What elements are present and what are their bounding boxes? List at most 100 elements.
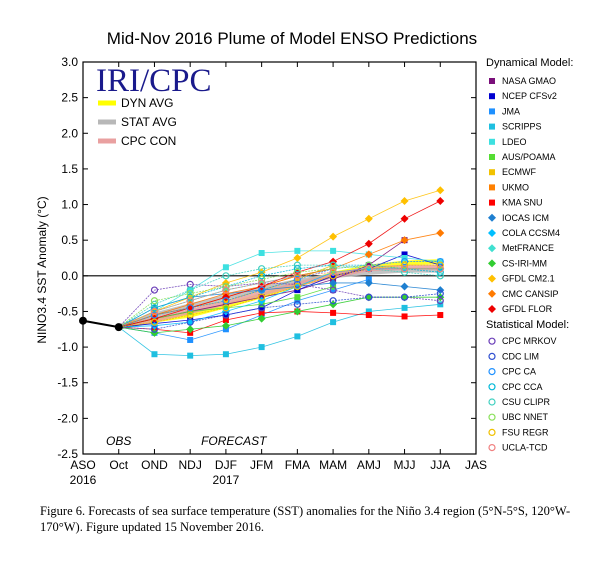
data-point-csu-clipr	[186, 286, 194, 294]
legend-label-cpc-ca: CPC CA	[502, 367, 536, 377]
data-point-iocas-icm	[364, 278, 373, 287]
y-tick-label: -1.5	[57, 376, 78, 390]
legend-label-ncep-cfsv2: NCEP CFSv2	[502, 91, 557, 101]
data-point-cpc-cca	[186, 293, 194, 301]
y-tick-label: 1.0	[61, 198, 78, 212]
data-point-cpc-cca	[293, 265, 301, 273]
axes: 3.0 2.5 2.0 1.5 1.0 0.5 0.0 -0.5 -1.0 -1.5 -2.0 -2.…	[57, 55, 487, 487]
legend-label-cpc-mrkov: CPC MRKOV	[502, 336, 557, 346]
data-point-ucla-tcd	[365, 265, 373, 273]
legend-marker-gfdl-flor	[488, 305, 496, 313]
statistical-legend-header: Statistical Model:	[486, 319, 569, 331]
data-point-ucla-tcd	[293, 272, 301, 280]
legend-marker-cola-ccsm4	[488, 229, 496, 237]
data-point-csu-clipr	[329, 261, 337, 269]
chart-title: Mid-Nov 2016 Plume of Model ENSO Predict…	[107, 29, 477, 48]
data-point-kma-snu	[365, 312, 372, 319]
x-tick-label: JAS	[465, 458, 487, 472]
data-point-cpc-ca	[436, 257, 444, 266]
data-point-fsu-regr	[400, 261, 409, 269]
data-point-ldeo	[294, 247, 301, 254]
data-point-kma-snu	[401, 313, 408, 320]
series-line-cpc-ca	[118, 261, 441, 328]
y-tick-label: 2.5	[61, 91, 78, 105]
data-point-csu-clipr	[436, 272, 444, 280]
legend-label-aus-poama: AUS/POAMA	[502, 152, 556, 162]
y-tick-label: 1.5	[61, 162, 78, 176]
data-point-cs-iri-mm	[293, 307, 302, 316]
data-point-cdc-lim	[400, 293, 409, 301]
legend-label-cpc-con: CPC CON	[121, 134, 176, 148]
figure-caption: Figure 6. Forecasts of sea surface tempe…	[40, 504, 571, 534]
data-point-cpc-cca	[258, 272, 266, 280]
legend-label-metfrance: MetFRANCE	[502, 243, 554, 253]
data-point-kma-snu	[437, 312, 444, 319]
legend-label-ubc-nnet: UBC NNET	[502, 412, 549, 422]
y-tick-label: 3.0	[61, 55, 78, 69]
data-point-kma-snu	[330, 309, 337, 316]
plot-area	[79, 186, 476, 359]
series-line-cmc-cansip	[118, 232, 441, 328]
observed-point	[114, 323, 123, 332]
y-tick-label: 0.5	[61, 233, 78, 247]
data-point-cs-iri-mm	[257, 314, 266, 323]
data-point-fsu-regr	[186, 311, 194, 319]
x-tick-label: FMA	[285, 458, 310, 472]
legend-label-cdc-lim: CDC LIM	[502, 351, 539, 361]
data-point-cdc-lim	[258, 304, 266, 312]
data-point-ubc-nnet	[293, 268, 301, 276]
x-tick-label: NDJ	[179, 458, 202, 472]
legend-marker-cs-iri-mm	[488, 259, 496, 268]
series-line-gfdl-cm2-1	[118, 189, 441, 328]
data-point-cpc-cca	[436, 268, 444, 276]
legend-label-cs-iri-mm: CS-IRI-MM	[502, 258, 547, 268]
series-line-ubc-nnet	[118, 264, 441, 328]
x-tick-label: JFM	[250, 458, 273, 472]
data-point-ucla-tcd	[329, 268, 337, 276]
observed-line	[82, 319, 119, 329]
data-point-cdc-lim	[293, 300, 301, 308]
data-point-cs-iri-mm	[186, 325, 195, 334]
legend-marker-cpc-ca	[488, 368, 496, 376]
data-point-kma-snu	[258, 309, 265, 316]
data-point-fsu-regr	[150, 318, 159, 326]
legend-label-dyn-avg: DYN AVG	[121, 96, 173, 110]
legend-label-cmc-cansip: CMC CANSIP	[502, 289, 559, 299]
legend-label-scripps: SCRIPPS	[502, 122, 542, 132]
data-point-cmc-cansip	[400, 236, 409, 245]
data-point-scripps	[258, 344, 265, 351]
y-axis-label: NINO3.4 SST Anomaly (°C)	[35, 196, 49, 343]
legend-marker-ldeo	[489, 138, 495, 145]
data-point-cdc-lim	[150, 325, 159, 333]
legend-label-cpc-cca: CPC CCA	[502, 382, 543, 392]
x-tick-label: ASO	[70, 458, 95, 472]
legend-marker-cpc-cca	[488, 383, 496, 391]
data-point-ubc-nnet	[222, 282, 230, 291]
data-point-ncep-cfsv2	[258, 304, 265, 311]
data-point-cpc-ca	[150, 311, 159, 319]
data-point-ncep-cfsv2	[401, 251, 408, 258]
legend-label-ldeo: LDEO	[502, 137, 527, 147]
legend-label-iocas-icm: IOCAS ICM	[502, 213, 549, 223]
data-point-aus-poama	[294, 294, 301, 301]
legend-marker-scripps	[489, 123, 495, 130]
data-point-ubc-nnet	[186, 290, 194, 298]
data-point-scripps	[330, 319, 337, 326]
data-point-scripps	[187, 352, 194, 359]
data-point-ucla-tcd	[186, 297, 194, 305]
data-point-iocas-icm	[400, 282, 409, 291]
data-point-csu-clipr	[293, 261, 301, 269]
data-point-cdc-lim	[365, 293, 373, 301]
data-point-scripps	[401, 304, 408, 311]
data-point-scripps	[294, 333, 301, 340]
x-year-label: 2017	[213, 473, 240, 487]
data-point-cs-iri-mm	[221, 321, 230, 330]
legend-label-gfdl-cm2-1: GFDL CM2.1	[502, 274, 555, 284]
legend-label-kma-snu: KMA SNU	[502, 198, 543, 208]
legend-marker-ucla-tcd	[488, 444, 496, 452]
data-point-cdc-lim	[329, 297, 337, 305]
data-point-csu-clipr	[222, 272, 230, 280]
data-point-ucla-tcd	[258, 279, 266, 287]
legend-label-cola-ccsm4: COLA CCSM4	[502, 228, 560, 238]
